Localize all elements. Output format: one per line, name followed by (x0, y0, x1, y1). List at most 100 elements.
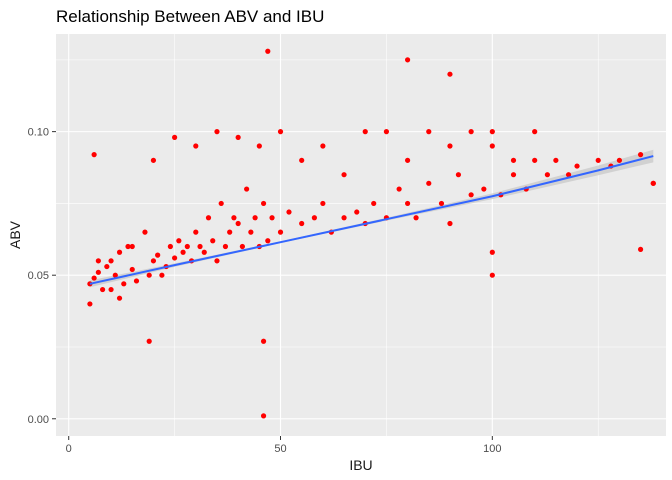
data-point (404, 157, 411, 163)
data-point (481, 186, 487, 192)
data-point (468, 192, 474, 198)
data-point (299, 157, 305, 163)
data-point (239, 243, 245, 250)
chart-title: Relationship Between ABV and IBU (56, 7, 324, 26)
data-point (341, 172, 347, 178)
data-point (595, 157, 601, 163)
data-point (87, 301, 93, 307)
trend-line (89, 155, 654, 285)
plot-panel (56, 34, 666, 436)
data-point (108, 258, 114, 264)
data-point (214, 258, 220, 264)
data-point (150, 258, 157, 264)
data-point (91, 152, 97, 158)
data-point (231, 215, 237, 221)
data-point (205, 215, 212, 221)
data-point (256, 143, 262, 149)
data-point (116, 295, 123, 301)
data-point (468, 129, 474, 135)
y-tick-label: 0.00 (28, 414, 49, 426)
data-point (489, 272, 495, 278)
data-point (235, 134, 241, 140)
data-point (404, 200, 411, 207)
y-tick-label: 0.05 (28, 270, 49, 282)
data-point (455, 172, 462, 178)
x-tick-label: 100 (483, 443, 501, 455)
data-point (104, 263, 110, 270)
y-axis-ticks: 0.00 0.05 0.10 (28, 127, 56, 426)
data-point (150, 157, 157, 163)
data-point (510, 172, 517, 178)
data-point (565, 172, 572, 178)
data-point (197, 243, 203, 250)
data-point (180, 249, 186, 255)
data-point (320, 200, 326, 207)
data-point (371, 200, 377, 207)
data-point (489, 129, 495, 135)
data-point (252, 215, 258, 221)
x-tick-label: 0 (66, 443, 72, 455)
data-point (146, 272, 152, 278)
data-point (544, 172, 550, 178)
data-point (91, 275, 97, 281)
data-point (574, 163, 580, 169)
data-point (146, 338, 152, 344)
x-axis-ticks: 0 50 100 (66, 436, 501, 455)
data-point (99, 286, 106, 293)
data-point (362, 129, 368, 135)
data-point (133, 278, 140, 284)
data-point (235, 220, 241, 227)
data-point (510, 157, 517, 163)
data-point (277, 229, 284, 235)
x-tick-label: 50 (274, 443, 286, 455)
data-point (396, 186, 402, 192)
data-point (277, 129, 284, 135)
data-point (227, 229, 233, 235)
data-point (222, 243, 229, 250)
data-point (637, 152, 644, 158)
data-point (650, 180, 656, 186)
data-point (413, 215, 419, 221)
data-point (489, 143, 495, 149)
data-point (532, 129, 538, 135)
trend-line-group (89, 155, 654, 285)
data-point (218, 200, 224, 207)
data-point (172, 134, 178, 140)
data-point (447, 143, 453, 149)
data-point (129, 243, 135, 250)
data-point (299, 220, 305, 227)
data-point (286, 209, 292, 215)
data-point (112, 272, 118, 278)
data-point (95, 258, 101, 264)
grid-lines (56, 34, 666, 436)
data-point (426, 129, 432, 135)
data-point (354, 209, 360, 215)
data-point (532, 157, 538, 163)
data-point (260, 338, 267, 344)
data-point (320, 143, 326, 149)
data-point (438, 200, 445, 207)
data-point (214, 129, 220, 135)
data-point (426, 180, 432, 186)
data-point (383, 129, 390, 135)
data-point (265, 48, 271, 54)
data-point (176, 238, 182, 244)
data-point (125, 243, 131, 250)
data-point (269, 215, 275, 221)
data-point (260, 413, 267, 419)
data-point (95, 269, 101, 275)
data-point (201, 249, 207, 255)
data-point (553, 157, 559, 163)
data-point (167, 243, 173, 250)
y-tick-label: 0.10 (28, 127, 49, 139)
data-point (184, 243, 190, 250)
data-point (121, 281, 127, 287)
data-point (311, 215, 318, 221)
data-point (265, 238, 271, 244)
data-point (193, 229, 199, 235)
data-point (193, 143, 199, 149)
data-point (155, 252, 161, 258)
data-point (116, 249, 123, 255)
